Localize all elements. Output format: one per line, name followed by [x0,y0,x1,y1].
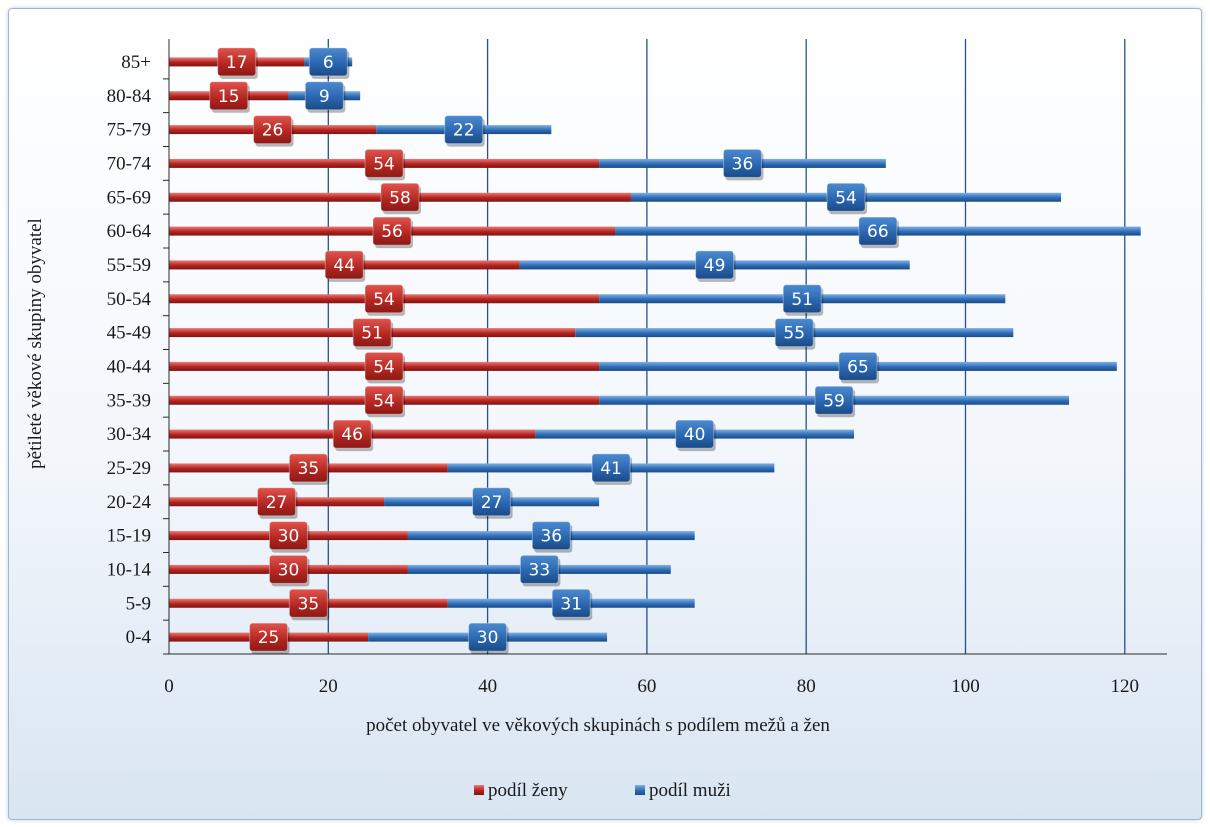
data-label-female: 35 [298,459,320,479]
y-tick-label: 65-69 [107,187,151,208]
data-label-female: 26 [262,121,284,141]
data-label-female: 54 [373,357,395,377]
data-label-female: 30 [278,560,300,580]
data-label-male: 22 [453,121,475,141]
data-labels: 25 3035 3130 3330 3627 2735 4146 4054 5954 6551 55… [210,48,899,654]
x-tick-label: 120 [1111,676,1140,697]
data-label-female: 25 [258,628,280,648]
y-tick-label: 25-29 [107,458,151,479]
x-tick-label: 80 [797,676,816,697]
data-label-female: 17 [226,53,248,73]
y-tick-label: 20-24 [107,492,152,513]
data-label-female: 44 [333,256,355,276]
data-label-female: 46 [341,425,363,445]
legend-swatch [635,785,645,795]
y-tick-label: 5-9 [126,593,151,614]
x-tick-label: 20 [319,676,338,697]
y-tick-label: 35-39 [107,390,151,411]
x-tick-label: 40 [478,676,497,697]
legend: podíl ženy podíl muži [474,780,731,801]
chart-frame: 0 20 40 60 80 100 120 0-4 5-9 10-14 15-19 20-24 25-2… [8,8,1202,820]
data-label-male: 36 [732,154,754,174]
y-tick-label: 45-49 [107,323,151,344]
y-tick-label: 55-59 [107,255,151,276]
data-label-female: 54 [373,290,395,310]
y-tick-label: 40-44 [107,356,152,377]
population-bar-chart: 0 20 40 60 80 100 120 0-4 5-9 10-14 15-19 20-24 25-2… [9,9,1201,819]
data-label-male: 65 [847,357,869,377]
legend-label: podíl ženy [488,780,568,801]
legend-swatch [474,785,484,795]
data-label-male: 41 [600,459,622,479]
y-tick-label: 0-4 [126,627,152,648]
data-label-female: 56 [381,222,403,242]
data-label-female: 35 [298,594,320,614]
data-label-male: 40 [684,425,706,445]
data-label-male: 59 [823,391,845,411]
data-label-male: 31 [560,594,582,614]
x-tick-label: 60 [637,676,656,697]
x-tick-label: 0 [164,676,174,697]
data-label-male: 6 [323,53,334,73]
y-tick-label: 10-14 [107,559,152,580]
y-tick-label: 75-79 [107,120,151,141]
y-axis-title: pětileté věkové skupiny obyvatel [25,218,46,469]
data-label-male: 66 [867,222,889,242]
y-tick-label: 15-19 [107,526,151,547]
y-tick-label: 50-54 [107,289,152,310]
data-label-female: 15 [218,87,240,107]
data-label-male: 36 [540,527,562,547]
data-label-female: 30 [278,527,300,547]
bars [169,57,1141,641]
data-label-male: 51 [791,290,813,310]
data-label-female: 54 [373,154,395,174]
data-label-female: 54 [373,391,395,411]
data-label-male: 9 [319,87,330,107]
y-tick-label: 60-64 [107,221,152,242]
data-label-female: 27 [266,493,288,513]
y-tick-label: 85+ [121,52,151,73]
x-axis-title: počet obyvatel ve věkových skupinách s p… [366,715,830,736]
y-tick-label: 70-74 [107,153,152,174]
data-label-male: 49 [704,256,726,276]
legend-label: podíl muži [649,780,731,801]
data-label-female: 51 [361,324,383,344]
data-label-male: 27 [481,493,503,513]
x-tick-label: 100 [951,676,980,697]
data-label-female: 58 [389,188,411,208]
y-tick-label: 80-84 [107,86,152,107]
data-label-male: 33 [529,560,551,580]
data-label-male: 54 [835,188,857,208]
y-tick-label: 30-34 [107,424,152,445]
data-label-male: 55 [783,324,805,344]
data-label-male: 30 [477,628,499,648]
